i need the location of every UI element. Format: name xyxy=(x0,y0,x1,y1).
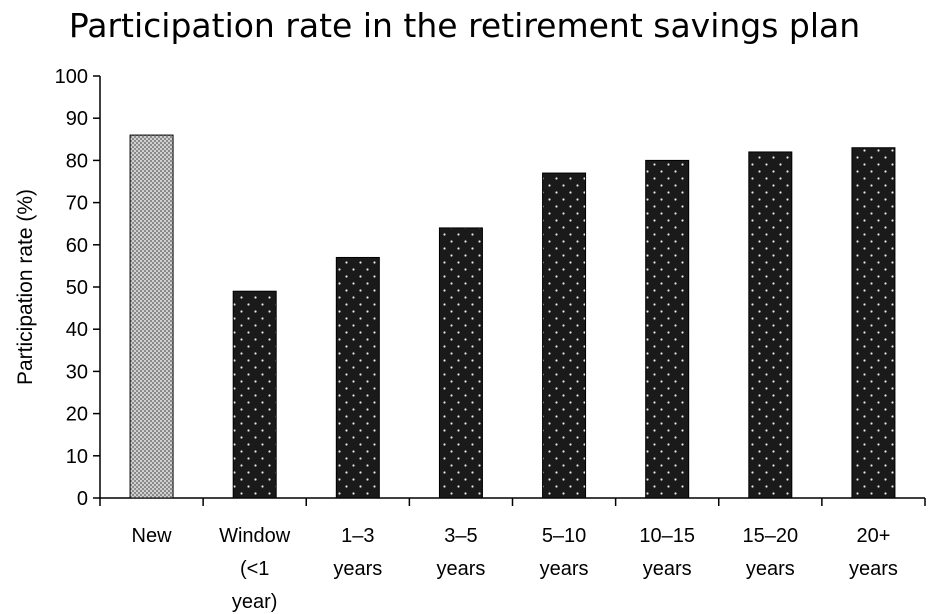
x-tick-label: 5–10 years xyxy=(540,525,589,580)
x-tick-label: 20+ years xyxy=(849,525,898,580)
y-tick-label: 100 xyxy=(55,66,88,88)
bar xyxy=(129,134,174,499)
axes-group xyxy=(93,75,926,506)
bar xyxy=(438,227,483,499)
y-tick-label: 50 xyxy=(66,277,88,299)
bar xyxy=(748,151,793,499)
y-tick-label: 30 xyxy=(66,361,88,383)
x-tick-label: 10–15 years xyxy=(639,525,695,580)
y-tick-label: 80 xyxy=(66,150,88,172)
bars-group xyxy=(129,134,896,499)
y-tick-label: 90 xyxy=(66,108,88,130)
y-axis-title: Participation rate (%) xyxy=(14,189,37,385)
x-tick-label: 15–20 years xyxy=(743,525,799,580)
bar xyxy=(232,290,277,499)
labels-group: 0 10 20 30 40 50 60 70 80 90 100 New Window (<1 year) 1… xyxy=(14,66,898,613)
y-tick-label: 0 xyxy=(77,488,88,510)
bar xyxy=(335,256,380,499)
bar xyxy=(645,159,690,499)
x-tick-label: Window (<1 year) xyxy=(219,525,291,613)
bar xyxy=(851,147,896,499)
y-tick-label: 10 xyxy=(66,446,88,468)
bar xyxy=(542,172,587,499)
y-tick-label: 70 xyxy=(66,193,88,215)
x-tick-label: 1–3 years xyxy=(333,525,382,580)
y-tick-label: 40 xyxy=(66,319,88,341)
chart-title: Participation rate in the retirement sav… xyxy=(68,6,861,45)
x-tick-label: New xyxy=(132,525,173,547)
y-tick-label: 60 xyxy=(66,235,88,257)
x-tick-label: 3–5 years xyxy=(436,525,485,580)
y-tick-label: 20 xyxy=(66,404,88,426)
